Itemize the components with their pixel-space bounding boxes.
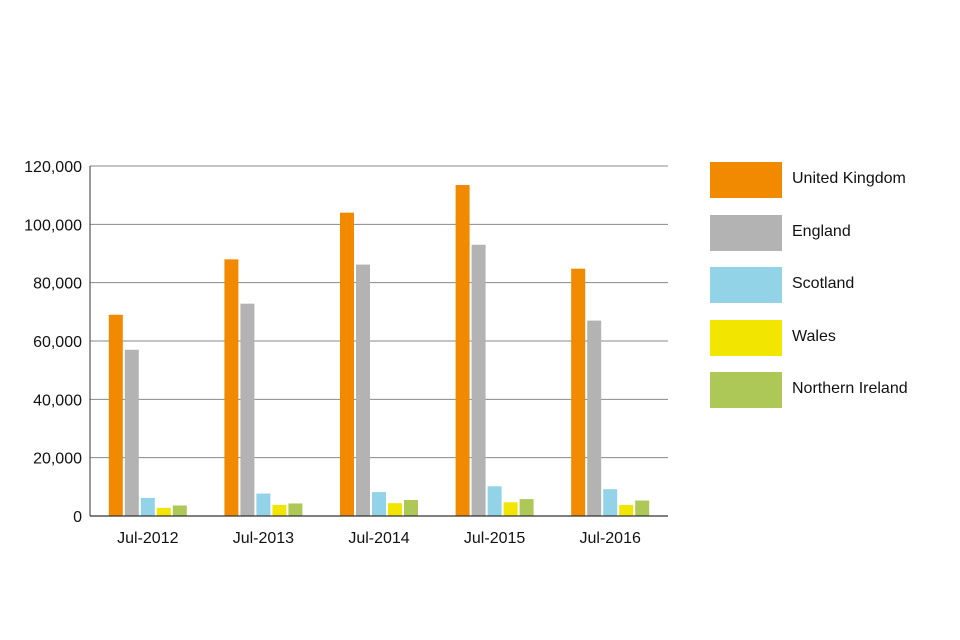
bar-scotland-jul-2012 [140,497,155,516]
bars [108,184,650,517]
bar-northern-ireland-jul-2016 [635,500,650,516]
legend-swatch [710,319,782,356]
bar-united-kingdom-jul-2014 [340,212,354,516]
bar-england-jul-2015 [471,244,486,516]
bar-england-jul-2016 [587,320,602,516]
legend-item-england: England [710,214,950,268]
bar-england-jul-2013 [240,303,255,516]
y-axis-ticks: 0 20,000 40,000 60,000 80,000 100,000 120,000 [24,159,82,526]
legend-item-united-kingdom: United Kingdom [710,162,950,215]
y-tick-label: 100,000 [24,217,82,234]
x-tick-label: Jul-2013 [233,530,294,547]
bar-scotland-jul-2015 [487,486,502,516]
legend-swatch [710,372,782,408]
x-axis-ticks: Jul-2012 Jul-2013 Jul-2014 Jul-2015 Jul-2016 [117,530,641,547]
x-tick-label: Jul-2016 [580,530,641,547]
bar-northern-ireland-jul-2013 [288,503,303,516]
bar-scotland-jul-2013 [256,493,271,516]
y-tick-label: 60,000 [33,334,82,351]
legend-item-scotland: Scotland [710,267,950,320]
y-tick-label: 120,000 [24,159,82,176]
bar-northern-ireland-jul-2014 [404,499,418,516]
bar-wales-jul-2014 [388,503,402,516]
y-tick-label: 80,000 [33,276,82,293]
x-tick-label: Jul-2012 [117,530,178,547]
legend-swatch [710,162,782,198]
bar-wales-jul-2012 [156,507,171,516]
chart-legend: United Kingdom England Scotland Wales No… [710,162,950,425]
legend-label: England [792,222,851,240]
bar-united-kingdom-jul-2016 [571,268,586,516]
bar-england-jul-2014 [356,264,370,516]
y-tick-label: 40,000 [33,392,82,409]
bar-wales-jul-2015 [503,502,518,516]
x-tick-label: Jul-2014 [348,530,409,547]
bar-scotland-jul-2014 [372,492,386,516]
y-tick-label: 20,000 [33,451,82,468]
bar-northern-ireland-jul-2012 [172,505,187,516]
bar-united-kingdom-jul-2013 [224,259,239,516]
bar-scotland-jul-2016 [603,489,618,516]
legend-swatch [710,214,782,251]
axes [89,166,668,517]
legend-label: United Kingdom [792,170,906,187]
legend-label: Northern Ireland [792,380,908,397]
bar-northern-ireland-jul-2015 [519,499,534,516]
legend-item-wales: Wales [710,319,950,373]
bar-wales-jul-2016 [619,504,634,516]
legend-item-northern-ireland: Northern Ireland [710,372,950,425]
legend-label: Scotland [792,275,855,292]
y-tick-label: 0 [73,509,82,526]
bar-wales-jul-2013 [272,504,287,516]
legend-swatch [710,267,782,303]
bar-united-kingdom-jul-2015 [455,184,470,517]
x-tick-label: Jul-2015 [464,530,525,547]
legend-label: Wales [792,327,836,345]
bar-united-kingdom-jul-2012 [108,314,123,516]
bar-england-jul-2012 [124,349,139,516]
